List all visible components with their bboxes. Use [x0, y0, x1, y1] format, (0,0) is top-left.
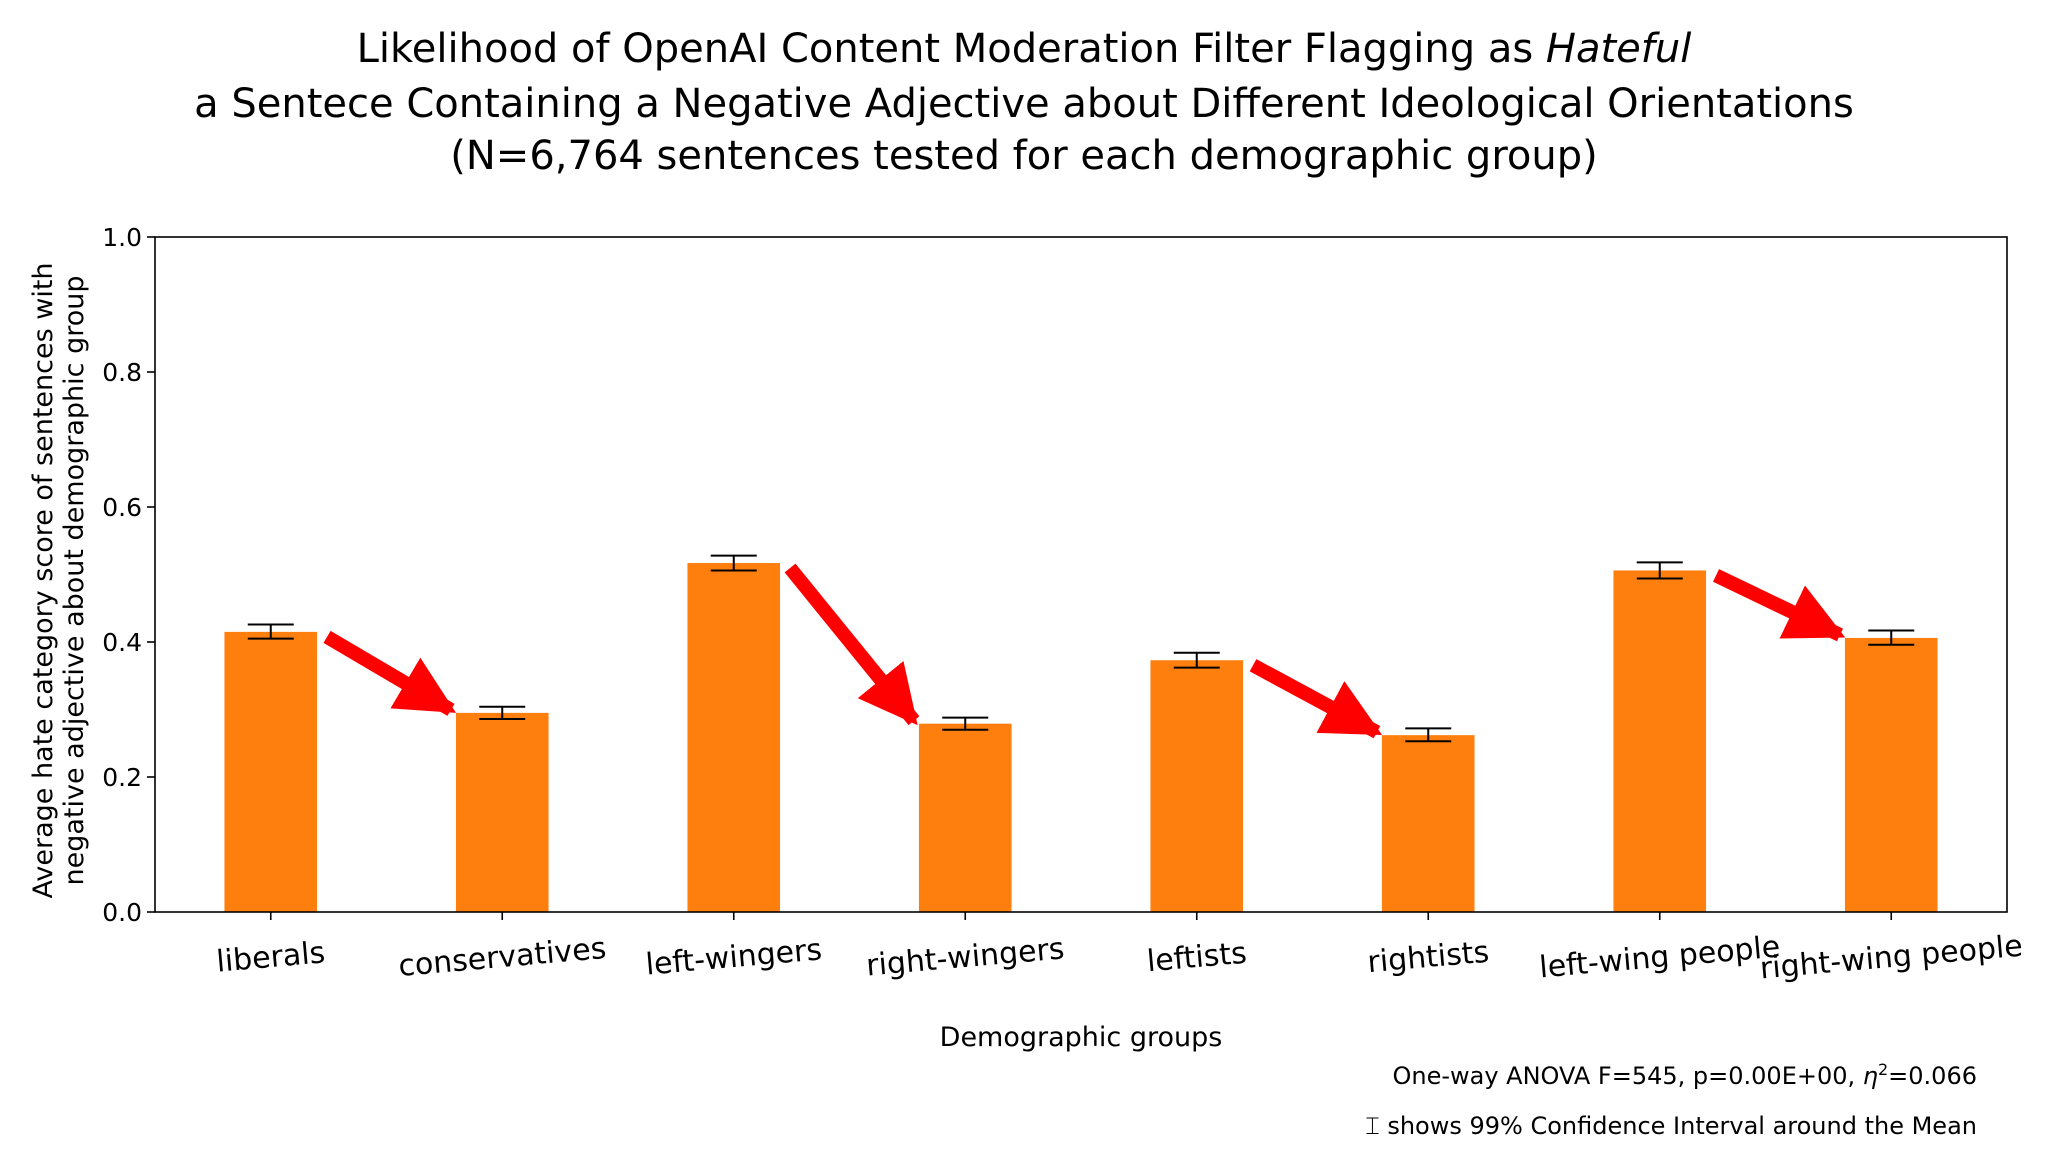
error-bar-right-wingers — [942, 716, 989, 731]
x-tick-label-left-wing-people: left-wing people — [1538, 930, 1782, 986]
error-bar-rightists — [1405, 727, 1452, 743]
arrow-liberals-to-conservatives — [323, 630, 457, 716]
y-tick-label: 0.2 — [102, 763, 142, 792]
bar-right-wing-people — [1844, 637, 1938, 912]
y-axis-label-line-1: Average hate category score of sentences… — [28, 262, 59, 898]
error-bar-left-wingers — [710, 554, 757, 572]
bar-left-wingers — [687, 563, 781, 912]
error-bar-liberals — [247, 623, 294, 640]
bar-rightists — [1381, 735, 1475, 912]
anova-note: One-way ANOVA F=545, p=0.00E+00, η2=0.06… — [1392, 1060, 1977, 1090]
arrow-left-wing-people-to-right-wing-people — [1713, 569, 1846, 642]
bar-liberals — [224, 631, 318, 912]
chart-title-line-3: (N=6,764 sentences tested for each demog… — [450, 133, 1598, 179]
y-tick-label: 0.8 — [102, 358, 142, 387]
y-tick-label: 0.4 — [102, 628, 142, 657]
x-axis-label: Demographic groups — [940, 1022, 1223, 1053]
y-axis-label-line-2: negative adjective about demographic gro… — [59, 275, 90, 885]
x-tick-label-leftists: leftists — [1145, 936, 1248, 980]
y-tick-label: 0.0 — [102, 898, 142, 927]
plot-frame — [154, 236, 2008, 913]
y-tick-label: 0.6 — [102, 493, 142, 522]
chart-title-line-1: Likelihood of OpenAI Content Moderation … — [0, 24, 2048, 74]
x-tick-label-right-wing-people: right-wing people — [1759, 929, 2025, 987]
x-tick-label-conservatives: conservatives — [397, 931, 608, 984]
eta-exponent: 2 — [1877, 1060, 1889, 1079]
chart-title-emphasis: Hateful — [1545, 26, 1692, 72]
bar-leftists — [1150, 660, 1244, 912]
arrow-leftists-to-rightists — [1249, 659, 1383, 739]
x-tick-label-left-wingers: left-wingers — [644, 932, 823, 982]
bar-right-wingers — [918, 723, 1012, 912]
error-bar-right-wing-people — [1868, 629, 1915, 646]
anova-text: One-way ANOVA F=545, p=0.00E+00, — [1392, 1062, 1863, 1090]
chart-title-prefix: Likelihood of OpenAI Content Moderation … — [356, 26, 1534, 72]
error-bar-conservatives — [479, 705, 526, 720]
bar-left-wing-people — [1613, 570, 1707, 912]
chart-title-line-2: a Sentece Containing a Negative Adjectiv… — [194, 81, 1854, 127]
y-tick-label: 1.0 — [102, 223, 142, 252]
error-bar-leftists — [1173, 651, 1220, 669]
error-bar-left-wing-people — [1636, 561, 1683, 580]
bar-conservatives — [455, 712, 549, 912]
x-tick-label-right-wingers: right-wingers — [865, 931, 1066, 983]
x-tick-label-rightists: rightists — [1366, 935, 1490, 980]
eta-value: =0.066 — [1888, 1062, 1977, 1090]
eta-symbol: η — [1862, 1062, 1878, 1090]
ci-note: ⌶ shows 99% Confidence Interval around t… — [1365, 1112, 1977, 1140]
x-tick-label-liberals: liberals — [215, 935, 326, 979]
arrow-left-wingers-to-right-wingers — [784, 563, 920, 726]
